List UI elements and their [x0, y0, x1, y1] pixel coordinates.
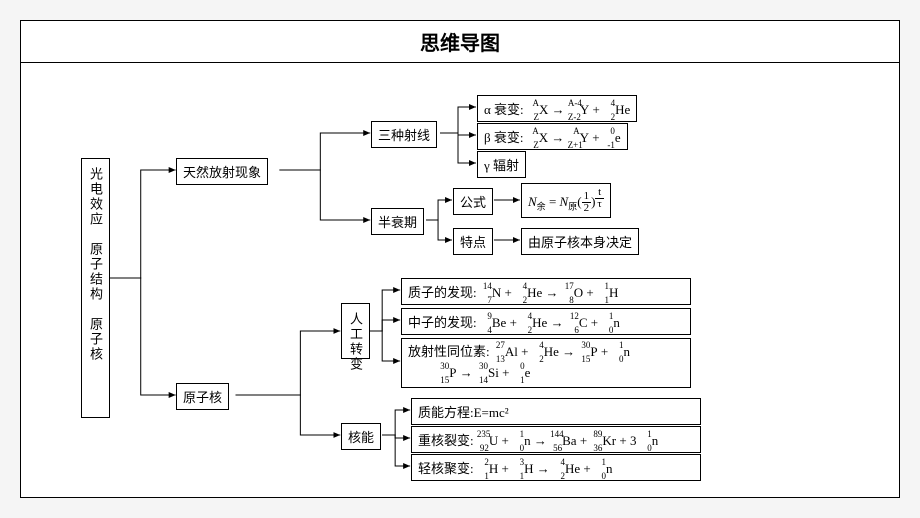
three-rays-node: 三种射线	[371, 121, 437, 148]
fusion-leaf: 轻核聚变: 21H + 31H → 42He + 10n	[411, 454, 701, 481]
natural-radioactivity-node: 天然放射现象	[176, 158, 268, 185]
nuclear-energy-node: 核能	[341, 423, 381, 450]
fusion-prefix: 轻核聚变:	[418, 461, 477, 476]
neutron-leaf: 中子的发现: 94Be + 42He → 126C + 10n	[401, 308, 691, 335]
massenergy-label: 质能方程:E=mc²	[418, 405, 509, 420]
root-label: 光电效应 原子结构 原子核	[88, 167, 103, 362]
formula-node: 公式	[453, 188, 493, 215]
outer-frame: 思维导图	[20, 20, 900, 498]
proton-leaf: 质子的发现: 147N + 42He → 178O + 11H	[401, 278, 691, 305]
nuclear-energy-label: 核能	[348, 430, 374, 445]
proton-prefix: 质子的发现:	[408, 285, 480, 300]
halflife-feature-label: 由原子核本身决定	[528, 235, 632, 250]
halflife-label: 半衰期	[378, 215, 417, 230]
halflife-formula-leaf: N余 = N原(12)tτ	[521, 183, 611, 218]
natural-radioactivity-label: 天然放射现象	[183, 165, 261, 180]
nucleus-label: 原子核	[183, 390, 222, 405]
halflife-feature-leaf: 由原子核本身决定	[521, 228, 639, 255]
isotope-prefix: 放射性同位素:	[408, 344, 493, 359]
root-node: 光电效应 原子结构 原子核	[81, 158, 110, 418]
isotope-leaf: 放射性同位素: 2713Al + 42He → 3015P + 10n 3015…	[401, 338, 691, 388]
nucleus-node: 原子核	[176, 383, 229, 410]
page-title: 思维导图	[420, 33, 500, 55]
diagram-area: 光电效应 原子结构 原子核 天然放射现象 原子核 三种射线 半衰期 人工转变 核…	[21, 63, 899, 503]
gamma-label: γ 辐射	[484, 158, 519, 173]
formula-label: 公式	[460, 195, 486, 210]
neutron-prefix: 中子的发现:	[408, 315, 480, 330]
halflife-node: 半衰期	[371, 208, 424, 235]
massenergy-leaf: 质能方程:E=mc²	[411, 398, 701, 425]
artificial-node: 人工转变	[341, 303, 370, 359]
fission-prefix: 重核裂变:	[418, 433, 477, 448]
alpha-prefix: α 衰变:	[484, 102, 527, 117]
artificial-label: 人工转变	[348, 312, 363, 372]
beta-decay-leaf: β 衰变: AZX → AZ+1Y + 0-1e	[477, 123, 628, 150]
beta-prefix: β 衰变:	[484, 130, 527, 145]
title-bar: 思维导图	[21, 21, 899, 63]
feature-node: 特点	[453, 228, 493, 255]
fission-leaf: 重核裂变: 23592U + 10n → 14456Ba + 8936Kr + …	[411, 426, 701, 453]
alpha-decay-leaf: α 衰变: AZX → A-4Z-2Y + 42He	[477, 95, 637, 122]
gamma-leaf: γ 辐射	[477, 151, 526, 178]
feature-label: 特点	[460, 235, 486, 250]
three-rays-label: 三种射线	[378, 128, 430, 143]
